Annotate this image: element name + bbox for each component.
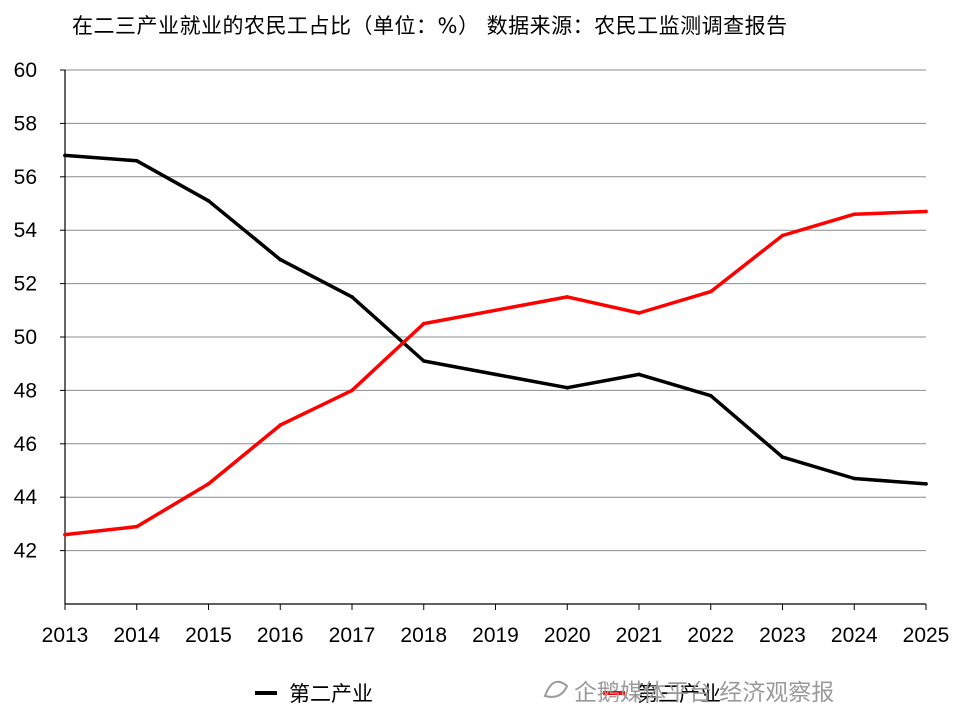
data-point-s2-2019 (493, 308, 498, 313)
x-tick-label-2018: 2018 (400, 624, 447, 647)
x-tick-label-2023: 2023 (759, 624, 806, 647)
data-point-s2-2025 (924, 209, 928, 214)
data-point-s2-2016 (278, 423, 283, 427)
x-tick-label-2022: 2022 (687, 624, 734, 647)
data-point-s1-2025 (924, 482, 928, 486)
watermark-text: 企鹅媒体平台 经济观察报 (574, 680, 834, 706)
watermark-logo-icon (543, 680, 569, 698)
data-point-s2-2017 (350, 388, 354, 393)
data-point-s1-2017 (350, 295, 354, 299)
data-point-s2-2024 (852, 212, 857, 216)
data-point-s1-2019 (493, 372, 498, 377)
data-point-s1-2016 (278, 257, 283, 262)
x-tick-label-2017: 2017 (329, 624, 376, 647)
x-tick-label-2014: 2014 (113, 624, 160, 647)
data-point-s2-2021 (637, 311, 641, 315)
x-tick-label-2013: 2013 (42, 624, 89, 647)
gridlines (65, 69, 926, 552)
legend: 第二产业 第三产业 (255, 682, 721, 706)
y-tick-label-50: 50 (14, 326, 37, 349)
axes (60, 69, 927, 610)
data-point-s2-2013 (63, 532, 67, 537)
y-tick-label-56: 56 (14, 166, 37, 189)
x-tick-label-2016: 2016 (257, 624, 304, 647)
data-point-s1-2023 (780, 455, 785, 459)
data-point-s1-2024 (852, 476, 857, 481)
data-point-s1-2020 (565, 385, 570, 390)
y-tick-label-58: 58 (14, 112, 37, 135)
data-point-s1-2022 (708, 393, 713, 398)
series-line-1 (63, 153, 928, 486)
data-point-s1-2018 (421, 359, 426, 363)
x-tick-label-2021: 2021 (616, 624, 663, 647)
data-point-s1-2021 (637, 372, 641, 377)
x-tick-label-2025: 2025 (903, 624, 950, 647)
y-tick-label-52: 52 (14, 273, 37, 296)
x-tick-label-2015: 2015 (185, 624, 232, 647)
y-tick-label-46: 46 (14, 433, 37, 456)
data-point-s2-2014 (134, 524, 139, 529)
data-point-s1-2014 (134, 158, 139, 163)
data-point-s2-2020 (565, 295, 570, 299)
y-tick-labels: 42 44 46 48 50 52 54 56 58 60 (14, 59, 38, 563)
y-tick-label-44: 44 (14, 486, 38, 509)
watermark: 企鹅媒体平台 经济观察报 (543, 680, 834, 706)
data-point-s2-2015 (206, 482, 211, 486)
data-point-s2-2023 (780, 233, 785, 238)
legend-label-1: 第二产业 (289, 682, 373, 706)
data-point-s1-2013 (63, 153, 67, 158)
series-lines (63, 153, 928, 537)
chart-title: 在二三产业就业的农民工占比（单位：%） 数据来源：农民工监测调查报告 (72, 14, 788, 38)
x-tick-label-2024: 2024 (831, 624, 878, 647)
data-point-s2-2018 (421, 321, 426, 326)
y-tick-label-54: 54 (14, 219, 38, 242)
x-tick-labels: 2013 2014 2015 2016 2017 2018 2019 2020 2021 2022… (42, 624, 950, 647)
legend-label-2: 第三产业 (637, 682, 721, 706)
x-tick-label-2019: 2019 (472, 624, 519, 647)
y-tick-label-60: 60 (14, 59, 37, 82)
data-point-s1-2015 (206, 199, 211, 203)
y-tick-label-48: 48 (14, 379, 37, 402)
x-tick-label-2020: 2020 (544, 624, 591, 647)
data-point-s2-2022 (708, 289, 713, 294)
y-tick-label-42: 42 (14, 540, 37, 563)
